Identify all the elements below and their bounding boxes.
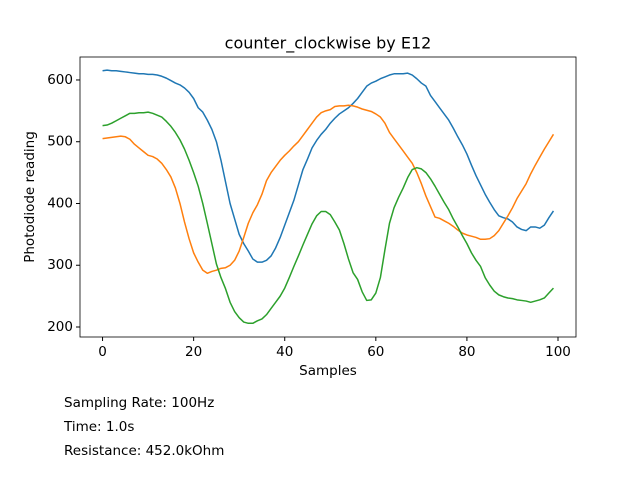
x-tick-label: 20	[185, 344, 202, 360]
series-line	[102, 111, 555, 325]
annotation: Resistance: 452.0kOhm	[64, 443, 224, 459]
plot-frame	[79, 56, 577, 338]
y-axis-label: Photodiode reading	[22, 131, 38, 263]
x-tick-label: 0	[98, 344, 107, 360]
y-tick-label: 200	[47, 319, 73, 335]
series-line	[102, 104, 555, 275]
series-line	[102, 69, 555, 263]
x-tick-label: 40	[276, 344, 293, 360]
x-tick-label: 60	[367, 344, 384, 360]
annotation: Sampling Rate: 100Hz	[64, 395, 214, 411]
x-tick-label: 80	[458, 344, 475, 360]
y-tick-label: 500	[47, 134, 73, 150]
y-tick-label: 400	[47, 195, 73, 211]
chart-title: counter_clockwise by E12	[225, 34, 432, 54]
x-axis-label: Samples	[299, 363, 357, 379]
y-tick-label: 600	[47, 72, 73, 88]
annotation: Time: 1.0s	[63, 419, 134, 435]
x-tick-label: 100	[545, 344, 571, 360]
y-tick-label: 300	[47, 257, 73, 273]
